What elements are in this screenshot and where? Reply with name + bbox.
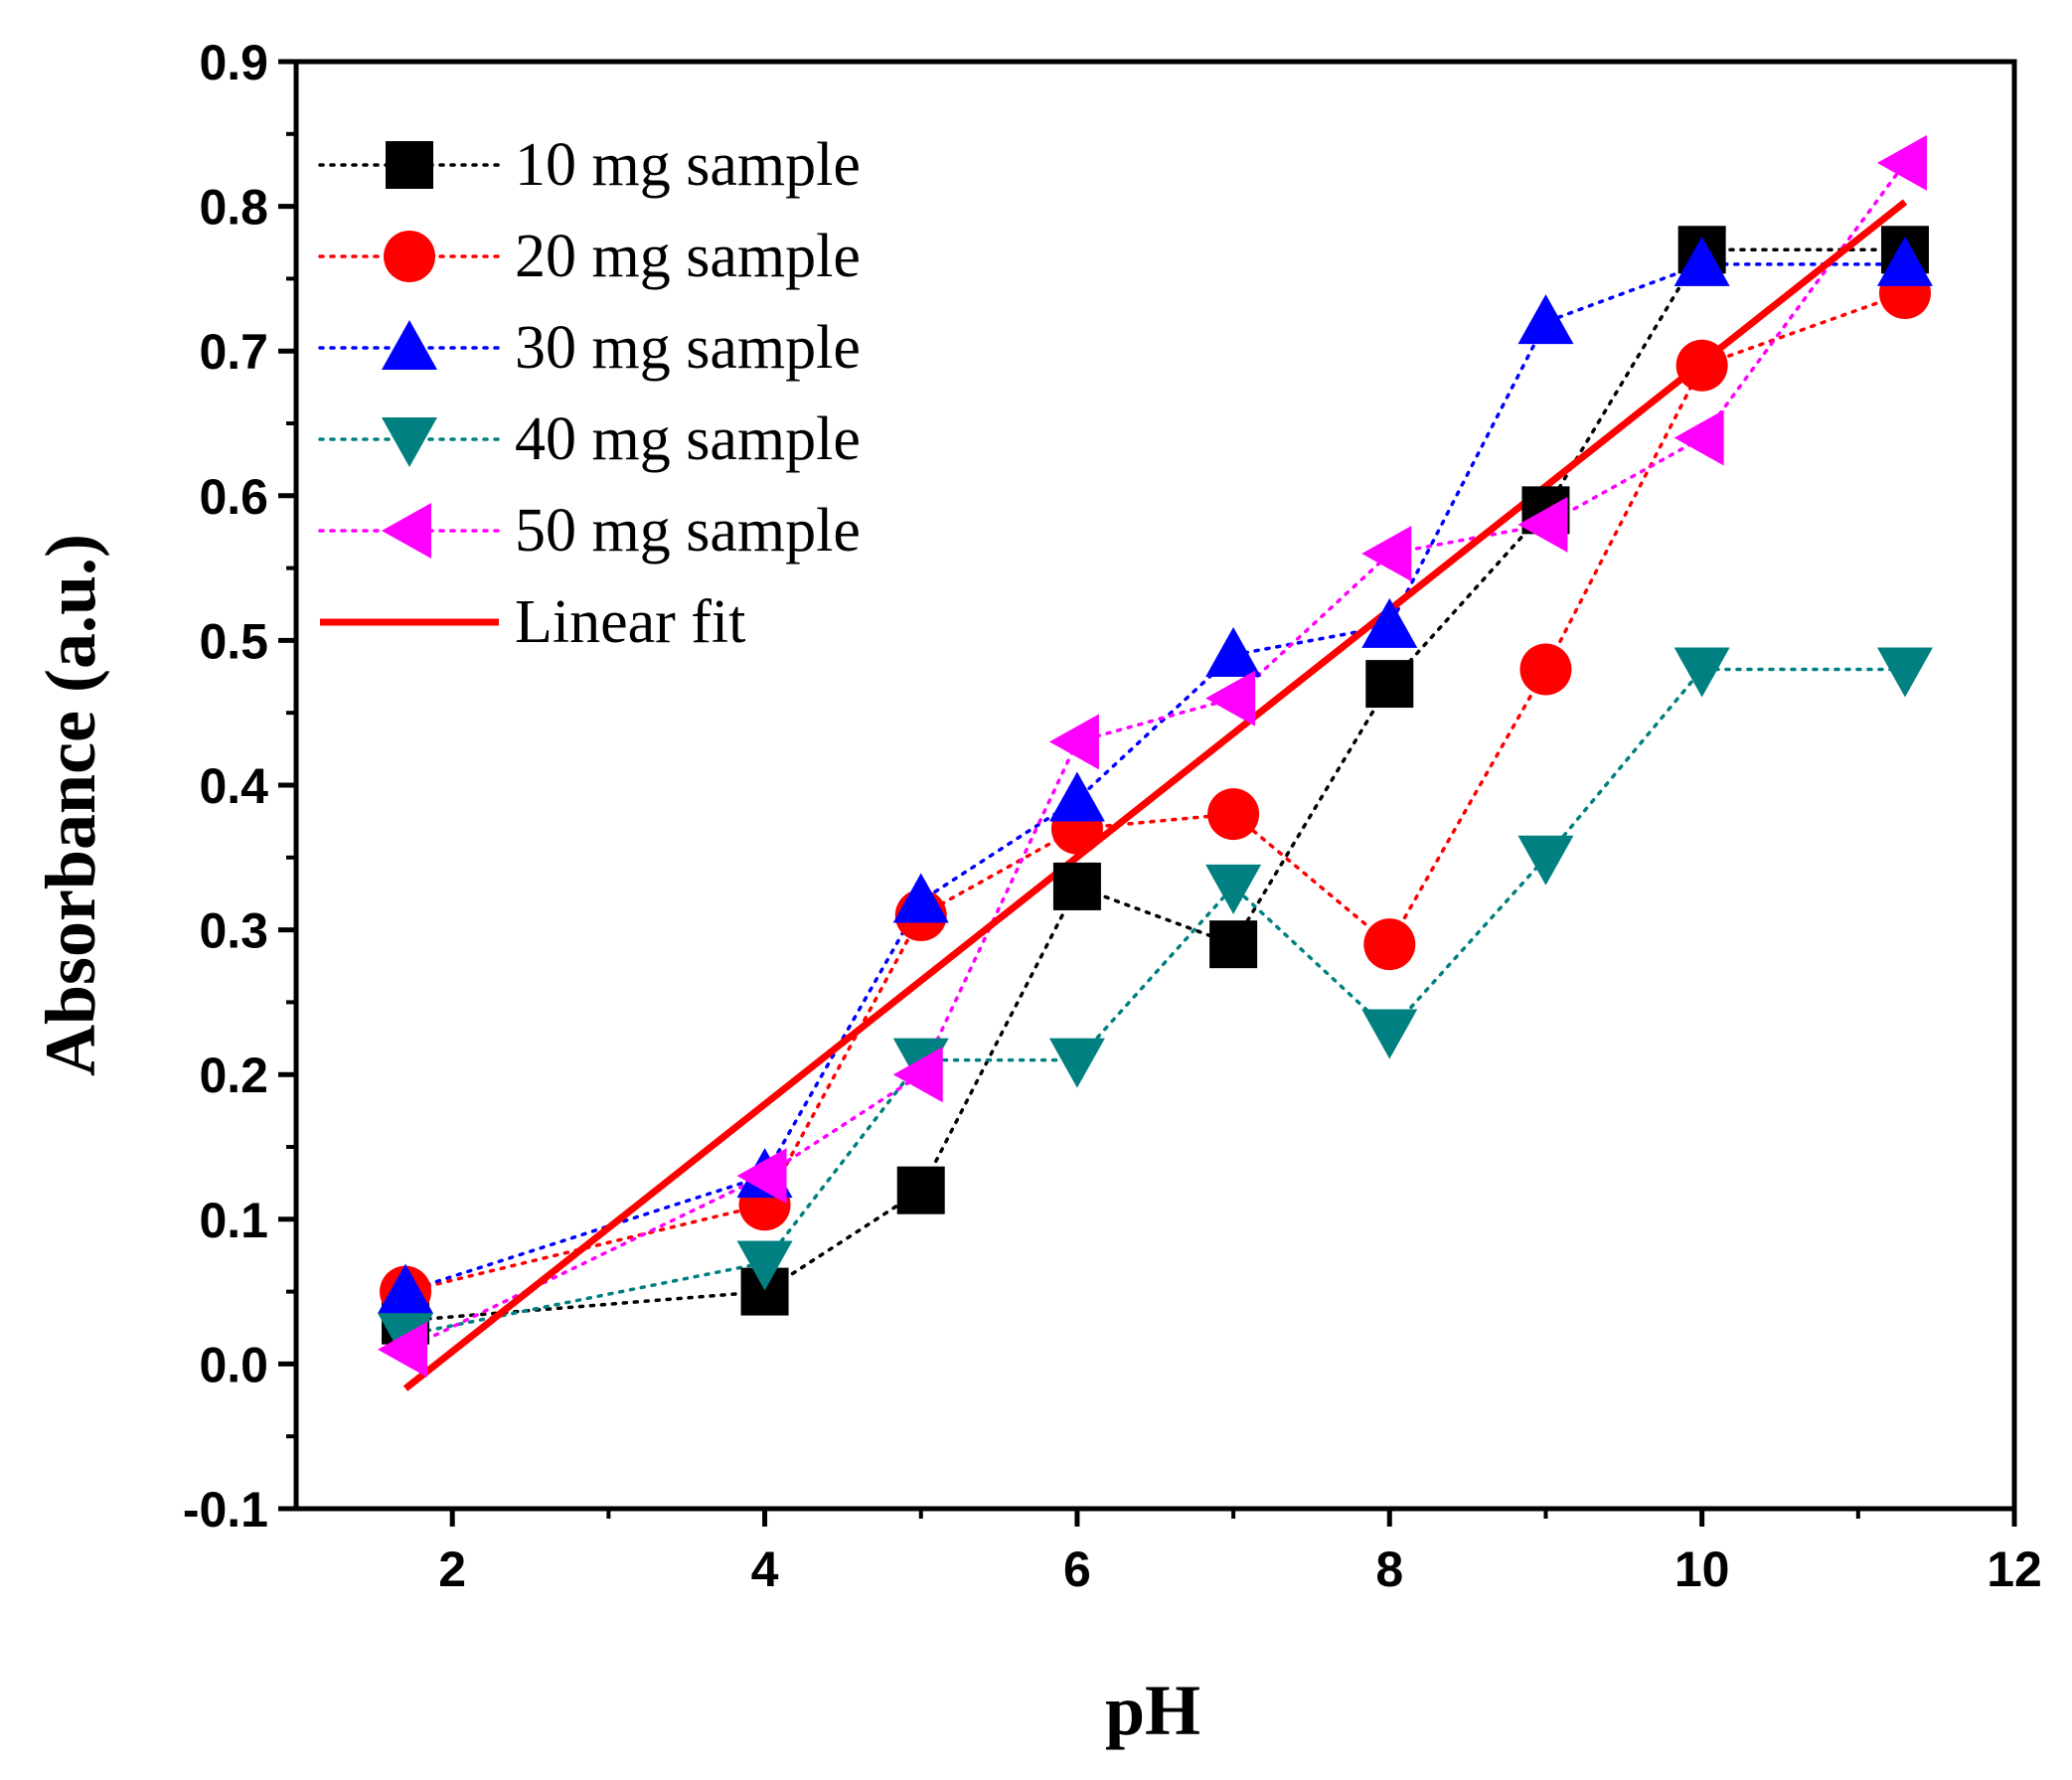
x-tick-label: 6 <box>1063 1541 1091 1597</box>
triangle-up-marker <box>382 320 437 370</box>
triangle-left-marker <box>378 1321 428 1377</box>
legend-item-5: 50 mg sample <box>318 497 861 565</box>
y-axis-title: Absorbance (a.u.) <box>31 534 110 1076</box>
x-tick-label: 12 <box>1987 1541 2042 1597</box>
legend-label: 40 mg sample <box>515 405 861 473</box>
legend-label: 50 mg sample <box>515 497 861 565</box>
y-tick-label: 0.3 <box>199 903 268 959</box>
series-markers-4 <box>378 647 1933 1364</box>
triangle-down-marker <box>1205 864 1262 914</box>
triangle-left-marker <box>1674 409 1724 466</box>
legend: 10 mg sample 20 mg sample 30 mg sample 40 m… <box>318 131 861 656</box>
series-layer <box>378 134 1933 1391</box>
circle-marker <box>1363 918 1416 971</box>
y-tick-label: 0.8 <box>199 180 268 236</box>
y-tick-label: 0.7 <box>199 324 268 380</box>
y-tick-label: 0.2 <box>199 1048 268 1103</box>
triangle-up-marker <box>892 873 949 923</box>
legend-label: 30 mg sample <box>515 314 861 382</box>
triangle-up-marker <box>1876 236 1933 286</box>
legend-item-2: 20 mg sample <box>318 223 861 290</box>
legend-label: 20 mg sample <box>515 223 861 290</box>
linear-fit-line <box>402 199 1908 1391</box>
series-markers-5 <box>378 134 1927 1377</box>
triangle-down-marker <box>1048 1038 1105 1088</box>
triangle-down-marker <box>1674 647 1730 698</box>
triangle-left-marker <box>736 1148 787 1205</box>
triangle-left-marker <box>1517 496 1568 553</box>
legend-label: Linear fit <box>515 588 745 656</box>
x-axis-title: pH <box>1105 1671 1200 1750</box>
triangle-up-marker <box>1205 626 1262 677</box>
square-marker <box>386 141 433 189</box>
legend-label: 10 mg sample <box>515 131 861 199</box>
circle-marker <box>1675 339 1728 392</box>
triangle-left-marker <box>1876 134 1927 191</box>
triangle-up-marker <box>378 1263 434 1314</box>
triangle-up-marker <box>1517 294 1574 345</box>
triangle-left-marker <box>382 503 431 559</box>
triangle-up-marker <box>1048 771 1105 822</box>
legend-item-3: 30 mg sample <box>318 314 861 382</box>
x-tick-label: 4 <box>751 1541 779 1597</box>
y-tick-label: 0.6 <box>199 469 268 525</box>
x-tick-label: 8 <box>1375 1541 1403 1597</box>
triangle-left-marker <box>1048 714 1099 770</box>
triangle-left-marker <box>1205 670 1256 727</box>
y-tick-label: -0.1 <box>183 1482 268 1537</box>
circle-marker <box>384 231 435 282</box>
y-tick-label: 0.5 <box>199 613 268 669</box>
y-tick-label: 0.4 <box>199 758 268 814</box>
y-tick-label: 0.1 <box>199 1193 268 1248</box>
triangle-down-marker <box>736 1240 793 1291</box>
series-markers-3 <box>378 236 1933 1314</box>
series-markers-1 <box>382 226 1929 1345</box>
triangle-up-marker <box>1674 236 1730 286</box>
circle-marker <box>1519 643 1572 696</box>
circle-marker <box>1207 788 1260 841</box>
square-marker <box>1052 862 1101 910</box>
square-marker <box>1209 920 1258 969</box>
y-tick-label: 0.9 <box>199 35 268 90</box>
legend-item-1: 10 mg sample <box>318 131 861 199</box>
triangle-down-marker <box>382 417 437 467</box>
triangle-left-marker <box>892 1047 943 1103</box>
series-line-1 <box>403 247 1907 1323</box>
triangle-left-marker <box>1361 526 1412 582</box>
triangle-down-marker <box>1876 647 1933 698</box>
triangle-down-marker <box>1361 1009 1418 1059</box>
legend-item-4: 40 mg sample <box>318 405 861 473</box>
y-tick-label: 0.0 <box>199 1337 268 1392</box>
x-tick-label: 10 <box>1674 1541 1730 1597</box>
square-marker <box>896 1166 945 1214</box>
x-tick-label: 2 <box>438 1541 466 1597</box>
square-marker <box>1365 660 1414 709</box>
legend-item-linear-fit: Linear fit <box>320 588 745 656</box>
triangle-down-marker <box>1517 835 1574 886</box>
triangle-up-marker <box>1361 597 1418 648</box>
series-line-4 <box>403 667 1907 1338</box>
ticks: 2 4 6 8 10 12 -0.1 0.0 0.1 0.2 0.3 0.4 0.5 0.6 0.7 0.8 0… <box>183 35 2042 1597</box>
